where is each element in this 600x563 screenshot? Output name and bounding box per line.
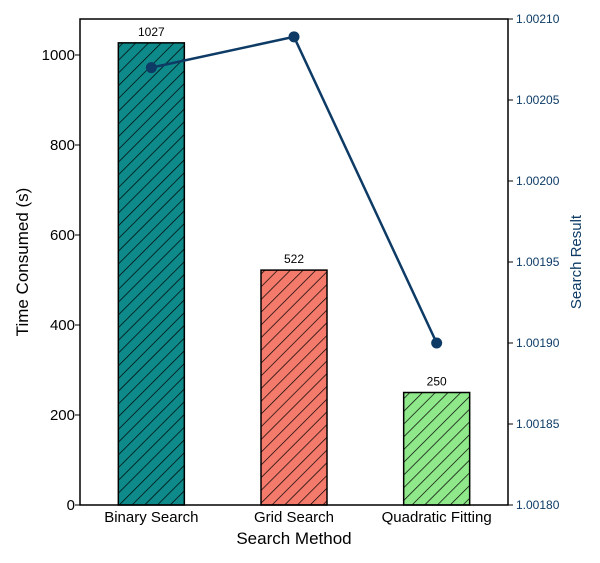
x-tick-label: Grid Search — [254, 509, 334, 526]
bar-value-label: 522 — [284, 252, 304, 266]
bar-value-label: 250 — [427, 375, 447, 389]
bar-hatch-2 — [402, 391, 471, 506]
x-axis-ticks: Binary Search Grid Search Quadratic Fittin… — [104, 509, 491, 526]
y-tick-label: 800 — [50, 137, 75, 154]
right-axis-ticks: 1.00180 1.00185 1.00190 1.00195 1.00200 1.002… — [508, 12, 560, 512]
bars: 1027 522 250 — [117, 25, 471, 506]
search-result-point — [288, 31, 300, 43]
y2-tick-label: 1.00190 — [516, 336, 560, 350]
y2-tick-label: 1.00210 — [516, 12, 560, 26]
left-axis-ticks: 0 200 400 600 800 1000 — [42, 47, 80, 514]
bar-hatch-0 — [117, 42, 186, 506]
y-tick-label: 0 — [67, 497, 75, 514]
y2-tick-label: 1.00195 — [516, 255, 560, 269]
y2-tick-label: 1.00185 — [516, 417, 560, 431]
y-tick-label: 200 — [50, 407, 75, 424]
x-axis-title: Search Method — [236, 529, 351, 548]
bar-value-label: 1027 — [138, 25, 165, 39]
bar-hatch-1 — [260, 269, 328, 506]
y2-tick-label: 1.00205 — [516, 93, 560, 107]
x-tick-label: Binary Search — [104, 509, 198, 526]
y2-tick-label: 1.00180 — [516, 498, 560, 512]
search-result-point — [431, 337, 443, 349]
search-result-line-series — [145, 31, 443, 349]
search-result-point — [145, 62, 157, 74]
y-tick-label: 400 — [50, 317, 75, 334]
y2-tick-label: 1.00200 — [516, 174, 560, 188]
y-tick-label: 600 — [50, 227, 75, 244]
x-tick-label: Quadratic Fitting — [382, 509, 492, 526]
y-axis-title: Time Consumed (s) — [13, 188, 32, 337]
y2-axis-title: Search Result — [568, 214, 585, 309]
y-tick-label: 1000 — [42, 47, 75, 64]
